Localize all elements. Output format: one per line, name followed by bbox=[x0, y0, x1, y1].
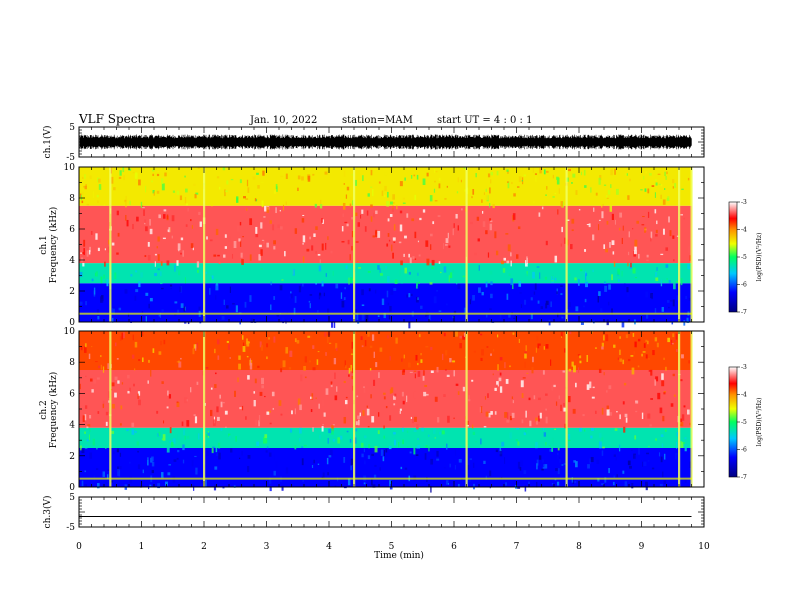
y-tick-label: 10 bbox=[64, 163, 76, 173]
colorbar-tick-label: -7 bbox=[741, 474, 747, 481]
colorbar-tick-label: -3 bbox=[741, 364, 747, 371]
x-axis-label: Time (min) bbox=[374, 550, 424, 561]
x-tick-label: 4 bbox=[326, 542, 332, 552]
header-start-time: start UT = 4 : 0 : 1 bbox=[437, 115, 532, 126]
y-tick-label: 5 bbox=[69, 123, 75, 133]
x-tick-label: 8 bbox=[576, 542, 582, 552]
figure-title: VLF Spectra bbox=[78, 112, 155, 126]
y-tick-label: 4 bbox=[69, 421, 75, 431]
spectrogram-spike bbox=[109, 331, 112, 487]
colorbar-tick-label: -6 bbox=[741, 447, 747, 454]
ch1-spectrogram-ylabel-channel: ch.1 bbox=[39, 235, 49, 254]
x-tick-label: 7 bbox=[514, 542, 520, 552]
spectrogram-spike bbox=[353, 167, 356, 322]
spectrogram-spike bbox=[465, 167, 468, 322]
ch2-colorbar-scale bbox=[728, 366, 738, 478]
spectrogram-spike bbox=[565, 331, 568, 487]
x-tick-label: 6 bbox=[451, 542, 457, 552]
y-tick-label: 8 bbox=[69, 358, 75, 368]
y-tick-label: 0 bbox=[69, 483, 75, 493]
colorbar-tick-label: -4 bbox=[741, 392, 747, 399]
colorbar-tick-label: -3 bbox=[741, 199, 747, 206]
y-tick-label: 6 bbox=[69, 389, 75, 399]
colorbar-tick-label: -7 bbox=[741, 309, 747, 316]
spectrogram-spike bbox=[678, 167, 681, 322]
ch1-spectrogram-ylabel-frequency: Frequency (kHz) bbox=[48, 207, 59, 284]
spectrogram-image-ch1 bbox=[79, 167, 693, 329]
y-tick-label: 4 bbox=[69, 256, 75, 266]
y-tick-label: 2 bbox=[69, 287, 75, 297]
x-tick-label: 9 bbox=[639, 542, 645, 552]
y-tick-label: 10 bbox=[64, 327, 76, 337]
spectrogram-spike bbox=[465, 331, 468, 487]
x-tick-label: 3 bbox=[264, 542, 270, 552]
colorbar-tick-label: -5 bbox=[741, 254, 747, 261]
ch1-waveform-trace bbox=[79, 134, 692, 150]
spectrogram-spike bbox=[678, 331, 681, 487]
y-tick-label: -5 bbox=[66, 523, 75, 533]
ch1-colorbar-scale bbox=[728, 201, 738, 313]
colorbar-tick-label: -5 bbox=[741, 419, 747, 426]
y-tick-label: 5 bbox=[69, 493, 75, 503]
x-tick-label: 10 bbox=[698, 542, 710, 552]
spectrogram-baseline-band bbox=[79, 312, 692, 315]
y-tick-label: -5 bbox=[66, 153, 75, 163]
ch2-spectrogram-ylabel-frequency: Frequency (kHz) bbox=[48, 372, 59, 449]
colorbar-tick-label: -6 bbox=[741, 282, 747, 289]
ch3-waveform-panel: 5 -50 1 2 3 4 5 6 7 8 9 10 bbox=[66, 493, 710, 552]
ch2-colorbar-label: log(PSD)(V²/Hz) bbox=[756, 398, 763, 447]
spectrogram-image-ch2 bbox=[79, 331, 693, 493]
y-tick-label: 0 bbox=[69, 318, 75, 328]
y-tick-label: 2 bbox=[69, 452, 75, 462]
x-tick-label: 1 bbox=[139, 542, 145, 552]
ch2-colorbar: -3 -4 -5 -6 -7 log(PSD)(V²/Hz) bbox=[728, 364, 763, 481]
ch2-spectrogram-ylabel-channel: ch.2 bbox=[39, 400, 49, 419]
x-tick-label: 0 bbox=[76, 542, 82, 552]
spectrogram-spike bbox=[690, 331, 693, 487]
spectrogram-spike bbox=[203, 167, 206, 322]
ch1-colorbar: -3 -4 -5 -6 -7 log(PSD)(V²/Hz) bbox=[728, 199, 763, 316]
colorbar-tick-label: -4 bbox=[741, 227, 747, 234]
spectrogram-baseline-band bbox=[79, 477, 692, 480]
spectrogram-spike bbox=[109, 167, 112, 322]
y-tick-label: 8 bbox=[69, 194, 75, 204]
header-date: Jan. 10, 2022 bbox=[249, 115, 317, 126]
header-station: station=MAM bbox=[342, 115, 413, 126]
ch3-waveform-ylabel: ch.3(V) bbox=[42, 496, 53, 529]
spectrogram-spike bbox=[203, 331, 206, 487]
ch2-spectrogram-panel: 0 2 4 6 8 10 bbox=[64, 327, 705, 493]
x-tick-label: 5 bbox=[389, 542, 395, 552]
x-tick-label: 2 bbox=[201, 542, 207, 552]
ch1-waveform-ylabel: ch.1(V) bbox=[42, 126, 53, 159]
ch1-colorbar-label: log(PSD)(V²/Hz) bbox=[756, 233, 763, 282]
spectrogram-spike bbox=[565, 167, 568, 322]
spectrogram-spike bbox=[690, 167, 693, 322]
ch1-waveform-panel: 5 -5 bbox=[66, 123, 705, 163]
ch1-spectrogram-panel: 0 2 4 6 8 10 bbox=[64, 163, 705, 329]
y-tick-label: 6 bbox=[69, 225, 75, 235]
spectrogram-spike bbox=[353, 331, 356, 487]
